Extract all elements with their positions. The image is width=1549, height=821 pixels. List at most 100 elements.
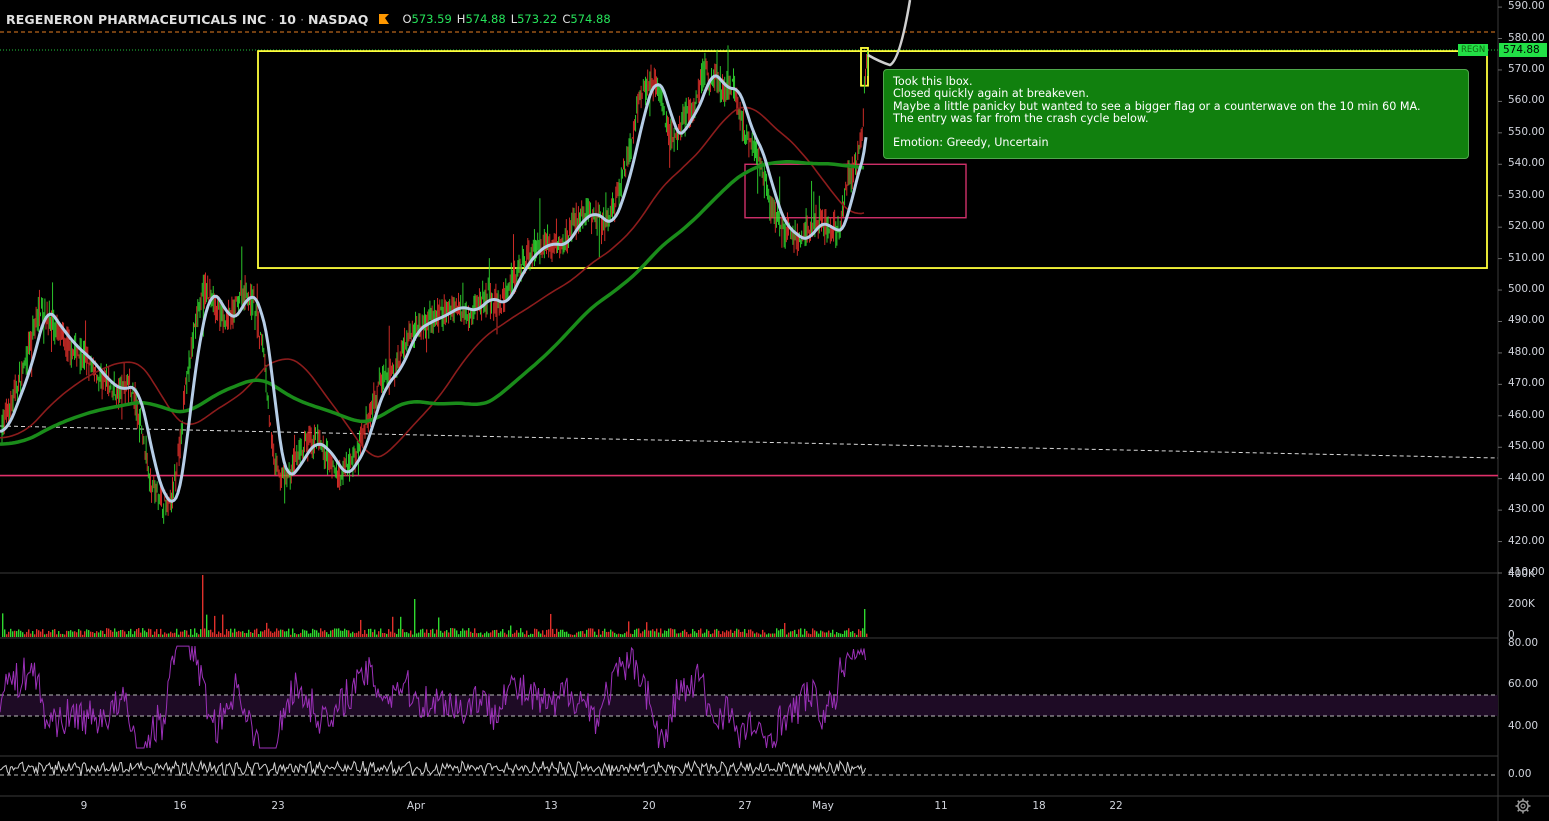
volume-bar [12, 631, 14, 637]
gear-icon[interactable] [1515, 798, 1531, 814]
rsi-band [0, 695, 1498, 716]
volume-bar [500, 631, 502, 637]
volume-bar [62, 633, 64, 637]
volume-bar [50, 632, 52, 637]
volume-bar [418, 632, 420, 637]
volume-bar [686, 631, 688, 637]
trade-note-annotation[interactable]: Took this lbox. Closed quickly again at … [883, 69, 1469, 159]
volume-bar [758, 633, 760, 637]
volume-bar [202, 575, 204, 637]
volume-bar [534, 628, 536, 637]
volume-bar [326, 632, 328, 637]
price-tick-label: 480.00 [1508, 345, 1545, 358]
volume-bar [270, 631, 272, 637]
volume-bar [124, 631, 126, 637]
time-tick-label: 27 [738, 800, 752, 812]
time-tick-label: Apr [406, 800, 426, 812]
volume-bar [482, 634, 484, 637]
symbol-name[interactable]: REGENERON PHARMACEUTICALS INC [6, 11, 267, 27]
volume-bar [722, 631, 724, 637]
volume-bar [680, 632, 682, 637]
flag-icon[interactable] [378, 13, 390, 25]
volume-bar [508, 630, 510, 637]
volume-bar [770, 633, 772, 637]
volume-bar [336, 628, 338, 637]
volume-bar [108, 628, 110, 637]
interval-label[interactable]: 10 [278, 11, 297, 27]
volume-bar [220, 633, 222, 637]
time-tick-label: 9 [80, 800, 88, 812]
volume-bar [416, 633, 418, 637]
volume-bar [464, 630, 466, 637]
volume-bar [806, 630, 808, 637]
volume-bar [600, 634, 602, 637]
volume-bar [772, 633, 774, 637]
volume-bar [696, 632, 698, 637]
note-line: The entry was far from the crash cycle b… [893, 111, 1149, 125]
volume-bar [684, 629, 686, 637]
volume-bar [524, 634, 526, 637]
volume-bar [410, 630, 412, 637]
volume-bar [324, 630, 326, 637]
volume-bar [406, 632, 408, 637]
volume-bar [506, 634, 508, 637]
volume-bar [790, 631, 792, 637]
volume-bar [640, 633, 642, 637]
price-tick-label: 500.00 [1508, 283, 1545, 296]
volume-bar [58, 631, 60, 637]
volume-bar [384, 633, 386, 637]
volume-bar [98, 632, 100, 637]
volume-bar [316, 630, 318, 637]
volume-bar [760, 634, 762, 637]
volume-bar [380, 628, 382, 637]
close-value: 574.88 [570, 12, 611, 26]
volume-bar [120, 629, 122, 637]
volume-bar [314, 629, 316, 637]
volume-bar [606, 631, 608, 637]
volume-bar [576, 632, 578, 637]
volume-bar [268, 628, 270, 637]
volume-bar [146, 632, 148, 637]
volume-bar [272, 632, 274, 637]
rsi-tick-label: 60.00 [1508, 678, 1539, 690]
volume-bar [700, 628, 702, 637]
volume-bar [440, 630, 442, 637]
volume-bar [328, 634, 330, 637]
open-label: O [402, 12, 412, 26]
volume-bar [676, 633, 678, 637]
volume-bar [784, 622, 786, 637]
volume-bar [668, 628, 670, 637]
volume-bar [306, 630, 308, 637]
volume-bar [28, 629, 30, 637]
volume-bar [54, 629, 56, 637]
volume-bar [168, 633, 170, 637]
time-tick-label: 13 [544, 800, 558, 812]
volume-bar [74, 631, 76, 637]
volume-bar [230, 628, 232, 637]
volume-bar [822, 631, 824, 637]
volume-bar [712, 633, 714, 637]
volume-bar [420, 629, 422, 637]
volume-bar [522, 632, 524, 637]
volume-bar [236, 631, 238, 637]
volume-bar [308, 633, 310, 637]
volume-bar [350, 633, 352, 637]
volume-bar [44, 634, 46, 637]
volume-bar [610, 629, 612, 637]
volume-bar [352, 631, 354, 637]
price-tick-label: 520.00 [1508, 220, 1545, 233]
volume-bar [794, 629, 796, 637]
volume-bar [566, 631, 568, 637]
symbol-price-tag: REGN [1458, 44, 1489, 56]
volume-bar [858, 629, 860, 637]
price-tick-label: 560.00 [1508, 94, 1545, 107]
volume-bar [594, 631, 596, 637]
volume-bar [252, 632, 254, 637]
volume-bar [850, 631, 852, 637]
volume-bar [612, 631, 614, 637]
volume-bar [590, 628, 592, 637]
volume-bar [592, 628, 594, 637]
volume-bar [436, 629, 438, 637]
volume-bar [434, 633, 436, 637]
